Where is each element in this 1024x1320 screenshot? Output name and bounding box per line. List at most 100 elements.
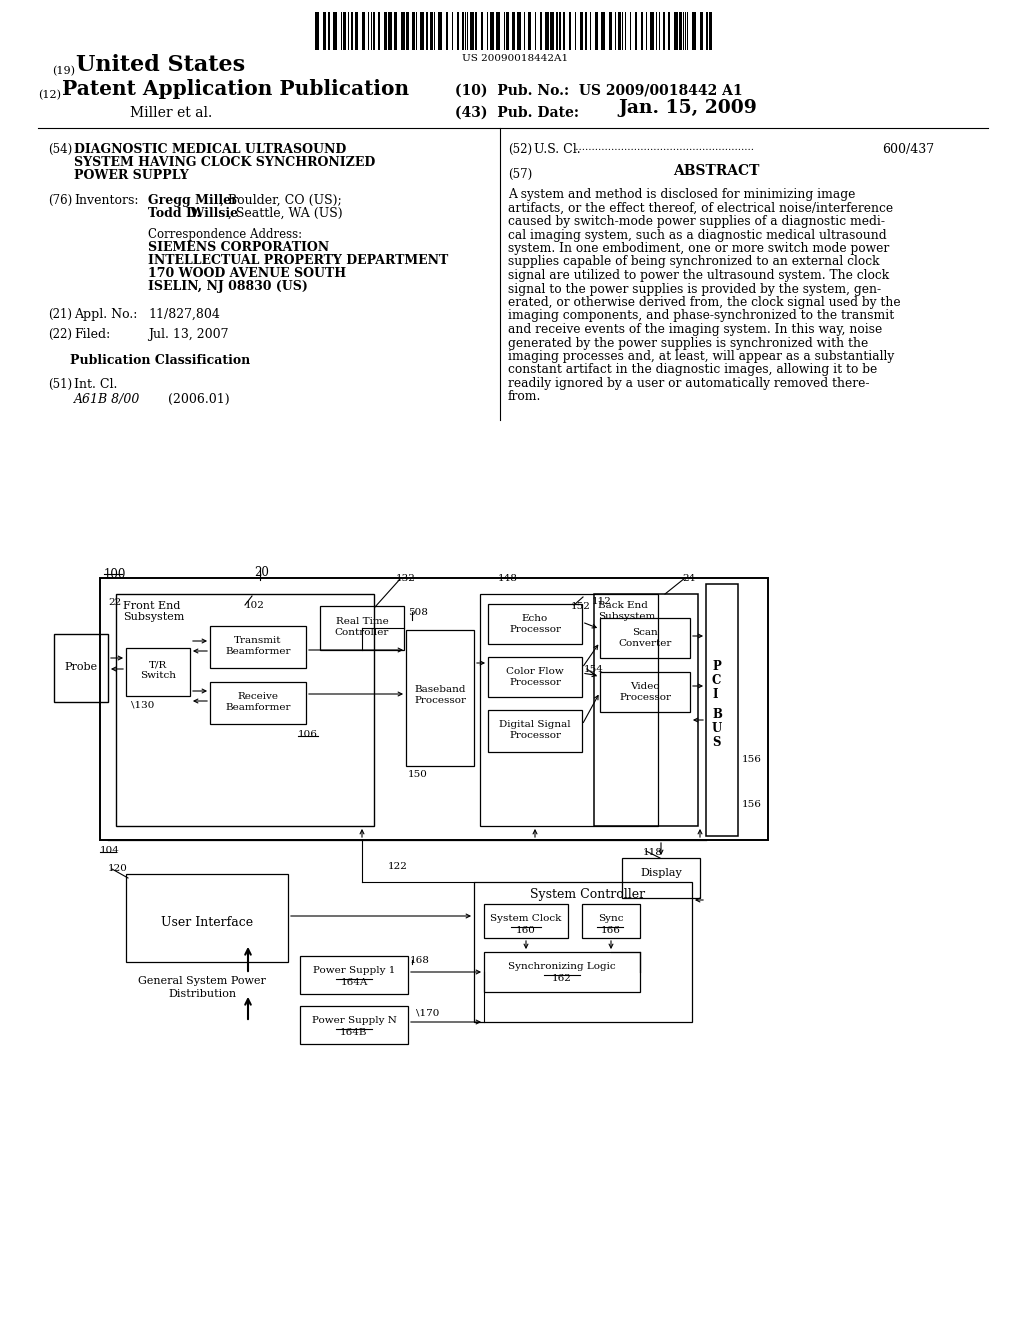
Bar (556, 12, 558, 50)
Bar (470, 12, 474, 50)
Bar (300, 1006, 408, 1044)
Text: I: I (712, 688, 718, 701)
Text: (19): (19) (52, 66, 75, 77)
Text: Processor: Processor (618, 693, 671, 702)
Text: (54): (54) (48, 143, 73, 156)
Text: Processor: Processor (509, 624, 561, 634)
Bar (559, 12, 561, 50)
Text: 160: 160 (516, 927, 536, 935)
Text: Probe: Probe (65, 663, 97, 672)
Bar (343, 12, 346, 50)
Text: ABSTRACT: ABSTRACT (673, 164, 759, 178)
Text: Patent Application Publication: Patent Application Publication (62, 79, 410, 99)
Text: ........................................................: ........................................… (572, 143, 754, 152)
Text: Real Time: Real Time (336, 616, 388, 626)
Text: , Seattle, WA (US): , Seattle, WA (US) (228, 207, 343, 220)
Bar (54, 634, 108, 702)
Text: 11/827,804: 11/827,804 (148, 308, 220, 321)
Text: US 20090018442A1: US 20090018442A1 (462, 54, 568, 63)
Text: Power Supply N: Power Supply N (311, 1016, 396, 1026)
Text: 24: 24 (682, 574, 695, 583)
Bar (378, 12, 380, 50)
Text: System Clock: System Clock (490, 913, 562, 923)
Text: 102: 102 (245, 601, 265, 610)
Text: SIEMENS CORPORATION: SIEMENS CORPORATION (148, 242, 329, 253)
Text: constant artifact in the diagnostic images, allowing it to be: constant artifact in the diagnostic imag… (508, 363, 878, 376)
Bar (563, 12, 565, 50)
Text: Baseband: Baseband (415, 685, 466, 694)
Text: signal are utilized to power the ultrasound system. The clock: signal are utilized to power the ultraso… (508, 269, 889, 282)
Text: 22: 22 (108, 598, 121, 607)
Text: Back End: Back End (598, 601, 648, 610)
Text: Willsie: Willsie (186, 207, 239, 220)
Text: system. In one embodiment, one or more switch mode power: system. In one embodiment, one or more s… (508, 242, 889, 255)
Bar (362, 12, 365, 50)
Bar (412, 12, 415, 50)
Text: Beamformer: Beamformer (225, 647, 291, 656)
Text: Transmit: Transmit (234, 636, 282, 645)
Text: Int. Cl.: Int. Cl. (74, 378, 118, 391)
Bar (600, 672, 690, 711)
Text: U: U (712, 722, 722, 735)
Text: imaging processes and, at least, will appear as a substantially: imaging processes and, at least, will ap… (508, 350, 894, 363)
Text: Processor: Processor (414, 696, 466, 705)
Bar (462, 12, 464, 50)
Bar (635, 12, 637, 50)
Text: Appl. No.:: Appl. No.: (74, 308, 137, 321)
Bar (474, 882, 692, 1022)
Text: (52): (52) (508, 143, 532, 156)
Text: , Boulder, CO (US);: , Boulder, CO (US); (220, 194, 342, 207)
Bar (488, 605, 582, 644)
Text: 168: 168 (410, 956, 430, 965)
Text: caused by switch-mode power supplies of a diagnostic medi-: caused by switch-mode power supplies of … (508, 215, 885, 228)
Text: B: B (712, 708, 722, 721)
Bar (582, 904, 640, 939)
Text: Display: Display (640, 869, 682, 878)
Bar (668, 12, 670, 50)
Bar (438, 12, 442, 50)
Text: from.: from. (508, 391, 542, 404)
Bar (388, 12, 392, 50)
Text: 104: 104 (100, 846, 120, 855)
Text: T/R: T/R (148, 660, 167, 669)
Bar (545, 12, 549, 50)
Text: signal to the power supplies is provided by the system, gen-: signal to the power supplies is provided… (508, 282, 881, 296)
Bar (585, 12, 587, 50)
Text: U.S. Cl.: U.S. Cl. (534, 143, 581, 156)
Text: Front End: Front End (123, 601, 180, 611)
Text: \130: \130 (131, 701, 155, 710)
Bar (210, 626, 306, 668)
Text: Synchronizing Logic: Synchronizing Logic (508, 962, 615, 972)
Text: Distribution: Distribution (168, 989, 237, 999)
Text: 156: 156 (742, 800, 762, 809)
Text: User Interface: User Interface (161, 916, 253, 929)
Bar (484, 904, 568, 939)
Text: Jul. 13, 2007: Jul. 13, 2007 (148, 327, 228, 341)
Text: artifacts, or the effect thereof, of electrical noise/interference: artifacts, or the effect thereof, of ele… (508, 202, 893, 214)
Bar (480, 594, 658, 826)
Bar (622, 858, 700, 898)
Bar (300, 956, 408, 994)
Text: erated, or otherwise derived from, the clock signal used by the: erated, or otherwise derived from, the c… (508, 296, 901, 309)
Bar (481, 12, 483, 50)
Text: Power Supply 1: Power Supply 1 (312, 966, 395, 975)
Text: Miller et al.: Miller et al. (130, 106, 212, 120)
Text: Subsystem: Subsystem (598, 612, 655, 620)
Text: Correspondence Address:: Correspondence Address: (148, 228, 302, 242)
Bar (506, 12, 509, 50)
Bar (609, 12, 612, 50)
Bar (446, 12, 449, 50)
Text: 118: 118 (643, 847, 663, 857)
Text: A61B 8/00: A61B 8/00 (74, 393, 140, 407)
Bar (420, 12, 424, 50)
Text: SYSTEM HAVING CLOCK SYNCHRONIZED: SYSTEM HAVING CLOCK SYNCHRONIZED (74, 156, 375, 169)
Text: 156: 156 (742, 755, 762, 764)
Text: readily ignored by a user or automatically removed there-: readily ignored by a user or automatical… (508, 378, 869, 389)
Text: 164B: 164B (340, 1028, 368, 1038)
Text: supplies capable of being synchronized to an external clock: supplies capable of being synchronized t… (508, 256, 880, 268)
Bar (351, 12, 353, 50)
Bar (116, 594, 374, 826)
Text: 112: 112 (592, 597, 612, 606)
Text: 148: 148 (498, 574, 518, 583)
Bar (490, 12, 494, 50)
